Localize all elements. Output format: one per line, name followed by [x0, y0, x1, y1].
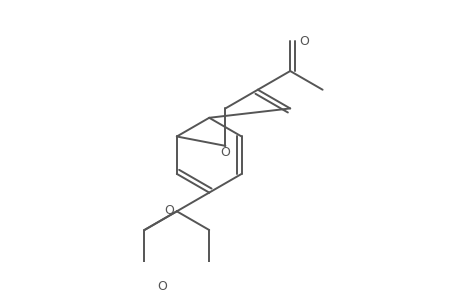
- Text: O: O: [299, 34, 309, 48]
- Text: O: O: [164, 204, 174, 217]
- Text: O: O: [157, 280, 167, 292]
- Text: O: O: [220, 146, 230, 159]
